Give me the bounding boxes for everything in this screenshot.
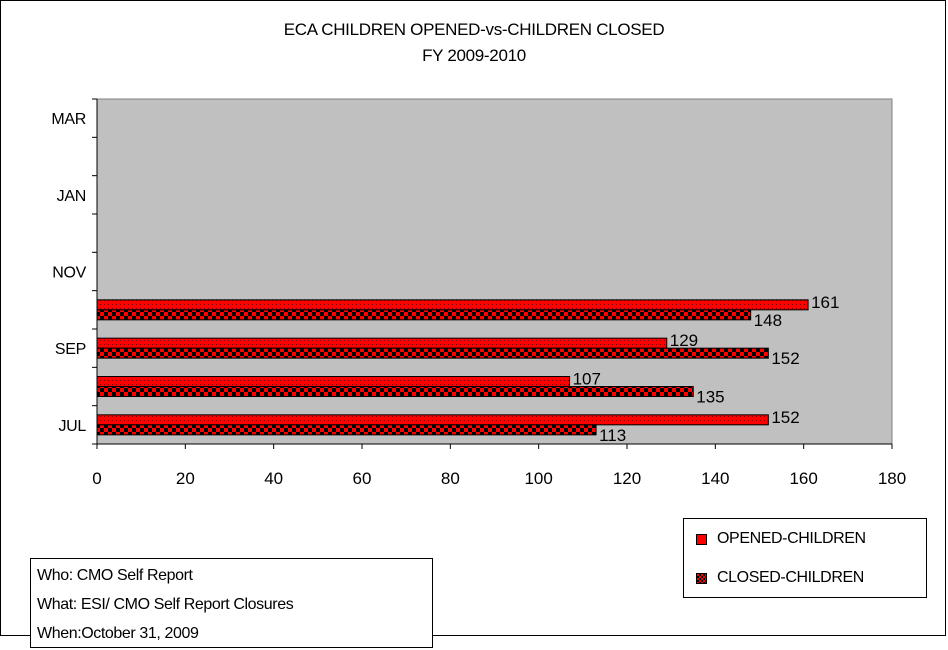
- legend-item-opened: OPENED-CHILDREN: [696, 529, 866, 549]
- data-label: 135: [696, 388, 724, 407]
- data-label: 129: [670, 331, 698, 350]
- legend-label-closed: CLOSED-CHILDREN: [717, 569, 864, 586]
- x-tick-label: 40: [264, 469, 283, 488]
- x-tick-label: 180: [878, 469, 906, 488]
- bar-closed-children-sep: [96, 347, 769, 359]
- bar-opened-children-sep: [96, 337, 668, 349]
- y-tick-label: SEP: [55, 341, 86, 358]
- bar-opened-children-jul: [96, 414, 769, 426]
- chart-subtitle: FY 2009-2010: [422, 46, 526, 65]
- x-tick-label: 60: [353, 469, 372, 488]
- bar-closed-children-aug: [96, 386, 694, 397]
- data-label: 152: [771, 408, 799, 427]
- data-label: 107: [573, 370, 601, 389]
- note-who: Who: CMO Self Report: [37, 567, 193, 584]
- legend-label-opened: OPENED-CHILDREN: [717, 530, 866, 547]
- data-label: 161: [811, 293, 839, 312]
- y-tick-label: JUL: [58, 418, 86, 435]
- x-tick-label: 80: [441, 469, 460, 488]
- bar-closed-children-jul: [96, 424, 597, 436]
- data-label: 152: [771, 349, 799, 368]
- legend-swatch-closed: [696, 572, 707, 584]
- chart-title: ECA CHILDREN OPENED-vs-CHILDREN CLOSED: [283, 20, 665, 39]
- note-when: When:October 31, 2009: [37, 625, 199, 642]
- x-tick-label: 20: [176, 469, 195, 488]
- x-tick-label: 160: [789, 469, 817, 488]
- note-what: What: ESI/ CMO Self Report Closures: [37, 596, 294, 613]
- bar-opened-children-aug: [96, 376, 571, 387]
- legend-item-closed: CLOSED-CHILDREN: [696, 568, 864, 588]
- bar-opened-children-oct: [96, 299, 809, 311]
- data-label: 148: [754, 311, 782, 330]
- legend-swatch-opened: [696, 533, 707, 545]
- legend: OPENED-CHILDREN CLOSED-CHILDREN: [683, 518, 927, 598]
- data-label: 113: [599, 426, 626, 445]
- x-tick-label: 120: [613, 469, 641, 488]
- x-tick-label: 100: [524, 469, 552, 488]
- bar-closed-children-oct: [96, 309, 752, 321]
- y-tick-label: MAR: [51, 111, 86, 128]
- source-note-box: Who: CMO Self Report What: ESI/ CMO Self…: [30, 558, 433, 648]
- x-tick-label: 140: [701, 469, 729, 488]
- y-tick-label: JAN: [57, 188, 86, 205]
- y-tick-label: NOV: [52, 265, 86, 282]
- x-tick-label: 0: [92, 469, 101, 488]
